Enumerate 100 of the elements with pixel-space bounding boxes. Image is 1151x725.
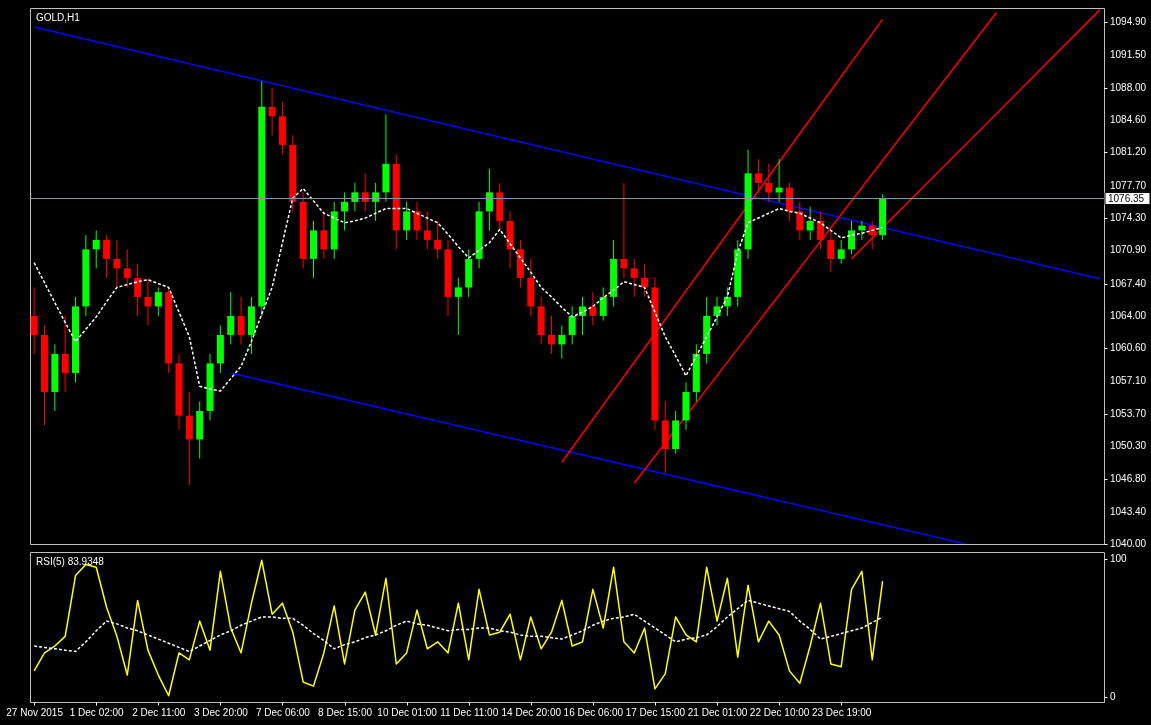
candlestick <box>403 201 411 241</box>
candlestick <box>765 163 773 203</box>
candlestick <box>537 296 545 345</box>
y-tick-label: 1046.80 <box>1110 473 1147 485</box>
x-tick-label: 1 Dec 02:00 <box>69 706 125 718</box>
candlestick <box>61 315 69 393</box>
y-tick-label: 1067.40 <box>1110 277 1147 289</box>
candlestick <box>734 239 742 307</box>
candlestick <box>620 182 628 279</box>
candlestick <box>330 201 338 260</box>
candlestick <box>289 134 297 212</box>
candlestick <box>175 353 183 431</box>
candlestick <box>692 343 700 402</box>
candlestick <box>485 168 493 231</box>
candlestick <box>610 239 618 307</box>
candlestick <box>630 258 638 298</box>
candlestick <box>154 286 162 317</box>
line-series <box>33 599 884 653</box>
candlestick <box>123 248 131 288</box>
candlestick <box>216 324 224 374</box>
candlestick <box>310 220 317 279</box>
chart-title: GOLD,H1 <box>36 12 81 23</box>
candlestick <box>30 286 38 355</box>
candlestick <box>103 234 111 279</box>
x-tick-label: 3 Dec 20:00 <box>193 706 249 718</box>
candlestick <box>827 229 835 273</box>
x-tick-label: 7 Dec 06:00 <box>255 706 311 718</box>
x-tick-label: 23 Dec 19:00 <box>811 706 872 718</box>
candlestick <box>661 400 669 474</box>
x-tick-label: 8 Dec 15:00 <box>318 706 373 718</box>
x-tick-label: 27 Nov 2015 <box>6 706 64 718</box>
candlestick <box>268 87 276 136</box>
x-tick-label: 22 Dec 10:00 <box>749 706 810 718</box>
candlestick <box>72 296 80 383</box>
candlestick <box>599 286 607 322</box>
x-tick-label: 14 Dec 20:00 <box>501 706 562 718</box>
candlestick <box>806 206 814 241</box>
candlestick <box>372 182 380 222</box>
candlestick <box>848 220 856 255</box>
candlestick <box>506 210 514 269</box>
candlestick <box>682 381 690 431</box>
x-tick-label: 17 Dec 15:00 <box>625 706 686 718</box>
y-tick-label: 100 <box>1110 552 1128 564</box>
candlestick <box>351 182 359 212</box>
candlestick <box>558 324 566 360</box>
candlestick <box>837 239 845 265</box>
candlestick <box>651 277 659 431</box>
candlestick <box>247 296 255 355</box>
x-tick-label: 10 Dec 01:00 <box>377 706 438 718</box>
x-tick-label: 16 Dec 06:00 <box>563 706 624 718</box>
candlestick <box>361 172 369 212</box>
candlestick <box>703 296 711 364</box>
y-tick-label: 1094.90 <box>1110 16 1147 28</box>
candlestick <box>113 239 121 288</box>
candlestick <box>51 343 59 412</box>
y-tick-label: 0 <box>1110 691 1116 703</box>
candlestick <box>196 400 204 459</box>
y-tick-label: 1043.40 <box>1110 505 1147 517</box>
candlestick <box>568 305 576 345</box>
candlestick <box>206 353 214 421</box>
candlestick <box>320 210 328 260</box>
y-tick-label: 1091.50 <box>1110 48 1147 60</box>
candlestick <box>92 229 100 269</box>
y-tick-label: 1088.00 <box>1110 81 1147 93</box>
candlestick <box>40 324 48 426</box>
candlestick <box>547 315 555 355</box>
y-tick-label: 1050.30 <box>1110 440 1147 452</box>
y-tick-label: 1077.70 <box>1110 179 1147 191</box>
candlestick <box>392 153 400 250</box>
candlestick <box>299 191 307 269</box>
candlestick <box>144 277 152 326</box>
candlestick <box>423 210 431 250</box>
candlestick <box>227 291 235 345</box>
line-series <box>33 187 884 392</box>
candlestick <box>744 149 752 260</box>
x-tick-label: 2 Dec 11:00 <box>132 706 186 718</box>
ref-line-label: 1076.35 <box>1108 192 1145 204</box>
y-tick-label: 1074.30 <box>1110 212 1147 224</box>
candlestick <box>82 234 90 317</box>
y-tick-label: 1040.00 <box>1110 538 1147 549</box>
candlestick <box>754 158 762 193</box>
chart-title: RSI(5) 83.9348 <box>36 556 105 567</box>
candlestick <box>341 191 349 231</box>
candlestick <box>879 193 887 241</box>
candlestick <box>454 277 462 336</box>
candlestick <box>579 296 587 336</box>
candlestick <box>785 182 793 222</box>
candlestick <box>382 113 390 203</box>
y-tick-label: 1057.10 <box>1110 375 1147 387</box>
y-tick-label: 1060.60 <box>1110 342 1147 354</box>
candlestick <box>444 239 452 317</box>
candlestick <box>134 263 142 317</box>
candlestick <box>434 220 442 260</box>
x-tick-label: 21 Dec 01:00 <box>687 706 748 718</box>
candlestick <box>516 239 524 288</box>
y-tick-label: 1064.00 <box>1110 309 1147 321</box>
candlestick <box>258 80 266 317</box>
candlestick <box>278 101 286 155</box>
candlestick <box>817 210 824 250</box>
candlestick <box>185 391 193 486</box>
